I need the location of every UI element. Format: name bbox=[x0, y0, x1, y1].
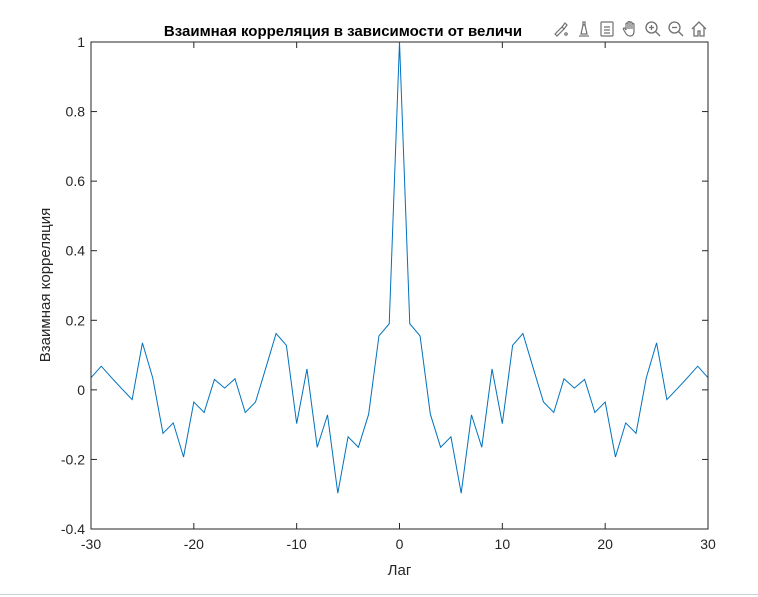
data-tips-icon bbox=[579, 21, 589, 37]
home-icon bbox=[691, 21, 707, 37]
y-axis-label: Взаимная корреляция bbox=[37, 208, 54, 362]
x-tick-label: 10 bbox=[495, 536, 511, 552]
x-tick-label: 30 bbox=[700, 536, 716, 552]
tick-labels: -30 -20 -10 0 10 20 30 -0.4 -0.2 0 0.2 0.4 0.6 0.8 1 bbox=[61, 34, 716, 552]
x-tick-label: -30 bbox=[81, 536, 101, 552]
x-tick-label: 20 bbox=[597, 536, 613, 552]
y-tick-label: 0.4 bbox=[66, 243, 86, 259]
plot-area bbox=[91, 42, 708, 529]
axes-toolbar bbox=[550, 17, 710, 41]
y-tick-label: -0.4 bbox=[61, 521, 85, 537]
x-tick-label: -20 bbox=[184, 536, 204, 552]
zoom-out-icon bbox=[668, 21, 684, 37]
zoom-in-button[interactable] bbox=[642, 18, 664, 40]
zoom-out-button[interactable] bbox=[665, 18, 687, 40]
zoom-in-icon bbox=[645, 21, 661, 37]
legend-toggle-button[interactable] bbox=[596, 18, 618, 40]
y-tick-label: 0.6 bbox=[66, 173, 86, 189]
data-tips-button[interactable] bbox=[573, 18, 595, 40]
axes-box bbox=[90, 41, 709, 530]
y-tick-label: 0 bbox=[77, 382, 85, 398]
y-tick-label: -0.2 bbox=[61, 451, 85, 467]
pan-button[interactable] bbox=[619, 18, 641, 40]
legend-toggle-icon bbox=[600, 21, 614, 37]
x-tick-label: -10 bbox=[287, 536, 307, 552]
home-button[interactable] bbox=[688, 18, 710, 40]
y-tick-label: 0.2 bbox=[66, 312, 86, 328]
y-tick-label: 1 bbox=[77, 34, 85, 50]
x-tick-label: 0 bbox=[396, 536, 404, 552]
bottom-rule bbox=[0, 594, 758, 595]
pan-hand-icon bbox=[622, 20, 635, 37]
brush-button[interactable] bbox=[550, 18, 572, 40]
x-axis-label: Лаг bbox=[388, 562, 412, 579]
y-tick-label: 0.8 bbox=[66, 104, 86, 120]
brush-icon bbox=[554, 22, 568, 37]
chart-title: Взаимная корреляция в зависимости от вел… bbox=[164, 23, 522, 40]
